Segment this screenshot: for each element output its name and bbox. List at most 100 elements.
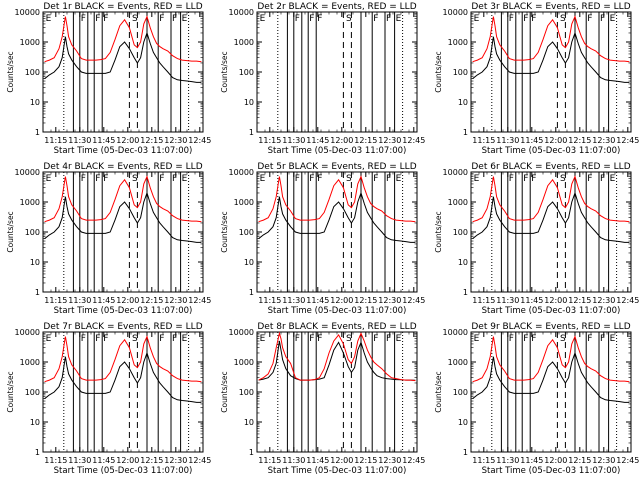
x-tick-label: 11:15 [472,456,495,465]
panel-title: Det 7r BLACK = Events, RED = LLD [43,322,202,332]
lld-series-line [258,175,416,223]
x-tick-label: 11:30 [68,136,91,145]
y-axis-label: Counts/sec [220,51,229,92]
flag-label: E [474,174,480,184]
flag-label: F [309,14,314,24]
x-tick-label: 11:45 [92,136,115,145]
x-tick-label: 11:45 [520,456,543,465]
lld-series-line [44,15,202,63]
flag-label: E [260,334,266,344]
panel-det-7r: Det 7r BLACK = Events, RED = LLD 1 10 100 10… [6,322,211,476]
x-axis-label: Start Time (05-Dec-03 11:07:00) [482,146,621,156]
x-tick-label: 12:15 [354,136,377,145]
y-tick-label: 10 [30,258,40,267]
y-tick-label: 100 [25,228,40,237]
panel-title: Det 3r BLACK = Events, RED = LLD [471,2,630,12]
flag-label: E [610,174,616,184]
x-tick-label: 11:45 [306,456,329,465]
x-tick-label: 12:00 [330,136,353,145]
y-tick-label: 10000 [443,8,468,17]
x-tick-label: 12:15 [354,456,377,465]
x-tick-label: 11:30 [68,296,91,305]
flag-label: F [95,334,100,344]
x-tick-label: 12:15 [568,296,591,305]
flag-label: S [560,174,566,184]
panel-det-8r: Det 8r BLACK = Events, RED = LLD 1 10 100 10… [220,322,425,476]
y-axis-label: Counts/sec [6,51,15,92]
flag-label: F [587,174,592,184]
x-tick-label: 12:30 [378,296,401,305]
events-series-line [472,351,630,403]
panel-title: Det 1r BLACK = Events, RED = LLD [43,2,202,12]
panel-title: Det 2r BLACK = Events, RED = LLD [257,2,416,12]
y-tick-label: 10000 [15,8,40,17]
x-tick-label: 12:00 [116,456,139,465]
x-tick-label: 12:00 [330,456,353,465]
y-tick-label: 10000 [229,168,254,177]
y-tick-label: 1000 [234,38,254,47]
y-axis-label: Counts/sec [6,371,15,412]
y-tick-label: 100 [239,68,254,77]
x-tick-label: 11:45 [520,296,543,305]
x-tick-label: 12:00 [116,296,139,305]
plot-frame [256,171,418,293]
y-tick-label: 1 [35,288,40,297]
flag-label: F [386,334,391,344]
flag-label: F [600,14,605,24]
y-tick-label: 10 [30,98,40,107]
x-tick-label: 11:15 [258,456,281,465]
flag-label: S [346,174,352,184]
flag-label: E [260,14,266,24]
flag-label: F [172,174,177,184]
plot-frame [42,331,204,453]
flag-label: F [159,14,164,24]
flag-label: S [132,334,138,344]
panel-det-5r: Det 5r BLACK = Events, RED = LLD 1 10 100 10… [220,162,425,316]
flag-label: F [103,334,108,344]
x-tick-label: 11:30 [496,136,519,145]
y-tick-label: 10000 [229,328,254,337]
flag-label: S [346,14,352,24]
x-tick-label: 11:30 [282,136,305,145]
y-tick-label: 10000 [443,168,468,177]
x-tick-label: 11:15 [44,296,67,305]
y-tick-label: 1000 [448,38,468,47]
events-series-line [258,340,416,381]
x-tick-label: 12:45 [402,456,425,465]
panel-det-2r: Det 2r BLACK = Events, RED = LLD 1 10 100 10… [220,2,425,156]
y-tick-label: 1 [463,448,468,457]
flag-label: F [509,334,514,344]
flag-label: E [474,334,480,344]
x-tick-label: 12:00 [330,296,353,305]
flag-label: F [531,14,536,24]
y-tick-label: 1000 [20,358,40,367]
x-tick-label: 12:45 [188,296,211,305]
flag-label: F [600,174,605,184]
x-axis-label: Start Time (05-Dec-03 11:07:00) [54,146,193,156]
flag-label: F [172,334,177,344]
flag-label: F [523,14,528,24]
y-tick-label: 1000 [448,198,468,207]
y-tick-label: 10 [244,258,254,267]
x-tick-label: 12:45 [616,296,639,305]
y-tick-label: 1 [35,128,40,137]
flag-label: E [182,14,188,24]
y-axis-label: Counts/sec [434,371,443,412]
x-tick-label: 12:45 [616,456,639,465]
flag-label: E [260,174,266,184]
x-tick-label: 12:30 [592,136,615,145]
flag-label: E [182,174,188,184]
events-series-line [472,31,630,83]
flag-label: F [95,174,100,184]
x-tick-label: 11:30 [496,296,519,305]
y-tick-label: 1 [463,288,468,297]
x-tick-label: 11:15 [258,296,281,305]
x-axis-label: Start Time (05-Dec-03 11:07:00) [54,306,193,316]
lld-series-line [472,335,630,383]
plot-frame [42,171,204,293]
flag-label: F [317,174,322,184]
x-axis-label: Start Time (05-Dec-03 11:07:00) [268,306,407,316]
flag-label: F [295,334,300,344]
x-tick-label: 12:15 [568,136,591,145]
